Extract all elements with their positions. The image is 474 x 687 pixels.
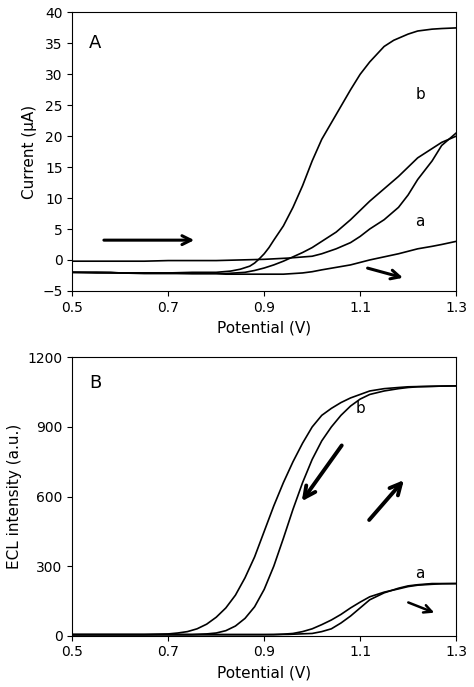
Text: B: B	[89, 374, 101, 392]
Text: A: A	[89, 34, 101, 52]
X-axis label: Potential (V): Potential (V)	[217, 320, 311, 335]
Y-axis label: Current (μA): Current (μA)	[22, 104, 36, 199]
Text: b: b	[356, 401, 365, 416]
Y-axis label: ECL intensity (a.u.): ECL intensity (a.u.)	[7, 424, 22, 570]
Text: b: b	[415, 87, 425, 102]
Text: a: a	[415, 214, 425, 229]
X-axis label: Potential (V): Potential (V)	[217, 665, 311, 680]
Text: a: a	[415, 566, 425, 581]
